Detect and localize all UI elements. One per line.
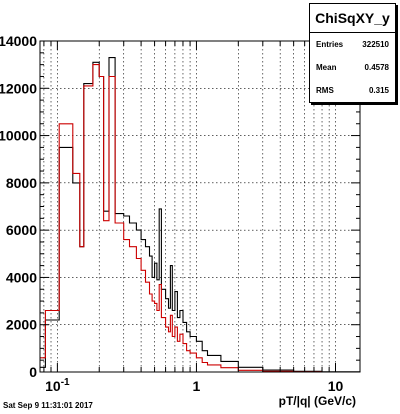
stats-row-rms: RMS 0.315 <box>310 79 395 102</box>
stats-row-entries: Entries 322510 <box>310 33 395 56</box>
stats-title: ChiSqXY_y <box>310 4 395 33</box>
timestamp-footer: Sat Sep 9 11:31:01 2017 <box>3 401 93 410</box>
y-tick-label: 8000 <box>6 175 37 191</box>
stats-label: Mean <box>316 63 337 72</box>
y-tick-label: 2000 <box>6 317 37 333</box>
y-tick-label: 0 <box>29 364 37 380</box>
stats-label: Entries <box>316 40 344 49</box>
stats-value: 0.315 <box>368 86 389 95</box>
x-tick-label: 10 <box>328 378 344 394</box>
stats-label: RMS <box>316 86 334 95</box>
x-tick-label: 10-1 <box>45 377 70 394</box>
y-tick-label: 12000 <box>0 80 37 96</box>
series-line-1 <box>40 64 360 373</box>
stats-row-mean: Mean 0.4578 <box>310 56 395 79</box>
y-tick-label: 4000 <box>6 269 37 285</box>
y-tick-label: 10000 <box>0 128 37 144</box>
series-layer <box>40 57 361 373</box>
x-tick-label: 1 <box>193 378 201 394</box>
y-tick-label: 14000 <box>0 33 37 49</box>
x-axis-label: pT/|q| (GeV/c) <box>279 394 356 408</box>
grid <box>40 40 360 373</box>
stats-box: ChiSqXY_y Entries 322510 Mean 0.4578 RMS… <box>309 3 396 103</box>
y-tick-label: 6000 <box>6 222 37 238</box>
stats-value: 322510 <box>362 40 389 49</box>
stats-value: 0.4578 <box>364 63 389 72</box>
